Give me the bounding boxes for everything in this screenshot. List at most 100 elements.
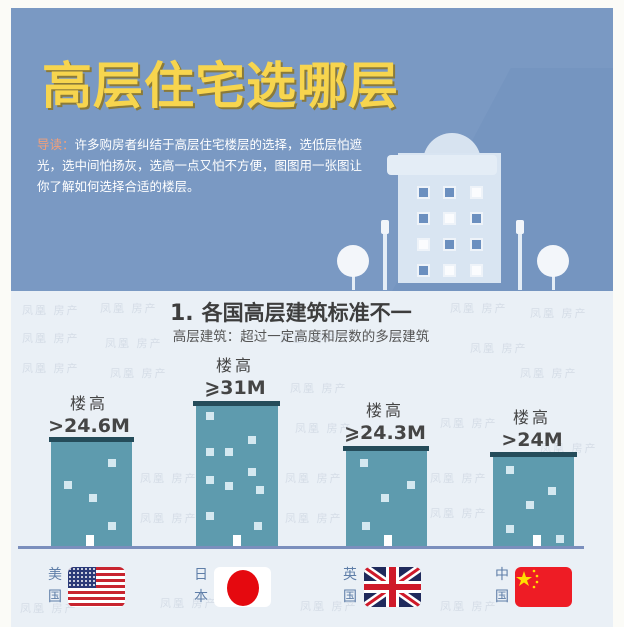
lamp-head-icon [516, 220, 524, 234]
intro-text: 许多购房者纠结于高层住宅楼层的选择，选低层怕遮光，选中间怕扬灰，选高一点又怕不方… [37, 137, 363, 194]
watermark: 凤凰 房产 [450, 302, 508, 315]
height-label: 楼高 [365, 401, 404, 420]
watermark: 凤凰 房产 [430, 507, 488, 520]
window-icon [506, 525, 514, 533]
watermark: 凤凰 房产 [540, 442, 598, 455]
uk-tower-cap [343, 446, 429, 451]
country-char: 本 [194, 589, 208, 605]
watermark: 凤凰 房产 [20, 602, 78, 615]
door-icon [233, 535, 241, 546]
country-char: 国 [495, 589, 509, 605]
window-icon [417, 238, 430, 251]
window-icon [89, 494, 97, 502]
china-tower [493, 457, 574, 546]
uk-flag-svg [364, 567, 421, 607]
window-icon [256, 486, 264, 494]
country-char: 国 [343, 589, 357, 605]
watermark: 凤凰 房产 [105, 337, 163, 350]
door-icon [533, 535, 541, 546]
height-value: >24.6M [48, 415, 130, 437]
watermark: 凤凰 房产 [285, 472, 343, 485]
japan-tower-cap [193, 401, 280, 406]
watermark: 凤凰 房产 [300, 600, 358, 613]
height-value: ⩾31M [204, 377, 266, 399]
tree-icon [337, 245, 369, 277]
china-tower-cap [490, 452, 577, 457]
watermark: 凤凰 房产 [530, 307, 588, 320]
window-icon [443, 212, 456, 225]
window-icon [225, 448, 233, 456]
height-value: >24M [501, 429, 563, 451]
window-icon [443, 238, 456, 251]
window-icon [417, 212, 430, 225]
country-name-japan: 日 本 [194, 564, 210, 608]
watermark: 凤凰 房产 [285, 512, 343, 525]
window-icon [443, 186, 456, 199]
watermark: 凤凰 房产 [520, 367, 578, 380]
country-name-uk: 英 国 [343, 564, 359, 608]
usa-tower-cap [49, 437, 134, 442]
watermark: 凤凰 房产 [295, 422, 353, 435]
window-icon [206, 512, 214, 520]
country-char: 英 [343, 567, 357, 583]
window-icon [206, 412, 214, 420]
watermark: 凤凰 房产 [140, 472, 198, 485]
country-name-usa: 美 国 [48, 564, 64, 608]
window-icon [556, 535, 564, 543]
window-icon [254, 522, 262, 530]
window-icon [362, 522, 370, 530]
watermark: 凤凰 房产 [140, 512, 198, 525]
ground-line [18, 546, 584, 549]
tree-icon [537, 245, 569, 277]
window-icon [470, 238, 483, 251]
window-icon [108, 459, 116, 467]
country-char: 日 [194, 567, 208, 583]
section-title: 各国高层建筑标准不一 [201, 301, 412, 325]
intro-lead: 导读： [37, 137, 75, 152]
usa-height-label: 楼高 >24.6M [44, 393, 134, 437]
watermark: 凤凰 房产 [100, 302, 158, 315]
usa-flag-canton [68, 567, 96, 588]
window-icon [506, 466, 514, 474]
watermark: 凤凰 房产 [280, 332, 338, 345]
uk-height-label: 楼高 ⩾24.3M [340, 400, 430, 444]
watermark: 凤凰 房产 [470, 342, 528, 355]
watermark: 凤凰 房产 [110, 367, 168, 380]
country-char: 中 [495, 567, 509, 583]
country-char: 国 [48, 589, 62, 605]
window-icon [417, 186, 430, 199]
door-icon [384, 535, 392, 546]
door-icon [86, 535, 94, 546]
window-icon [470, 264, 483, 277]
section-number: 1. [170, 301, 194, 326]
street-lamp-icon [383, 230, 387, 290]
window-icon [108, 522, 116, 530]
watermark: 凤凰 房产 [430, 472, 488, 485]
lamp-head-icon [381, 220, 389, 234]
usa-flag-icon [68, 567, 125, 607]
japan-flag-disc [227, 570, 259, 606]
window-icon [64, 481, 72, 489]
country-char: 美 [48, 567, 62, 583]
header-banner [11, 8, 613, 291]
china-flag-stars [516, 569, 539, 589]
watermark: 凤凰 房产 [440, 417, 498, 430]
window-icon [225, 482, 233, 490]
window-icon [381, 494, 389, 502]
china-height-label: 楼高 >24M [487, 407, 577, 451]
uk-flag-icon [364, 567, 421, 607]
japan-height-label: 楼高 ⩾31M [190, 355, 280, 399]
watermark: 凤凰 房产 [22, 362, 80, 375]
tree-trunk [552, 270, 555, 290]
section-subtitle: 高层建筑：超过一定高度和层数的多层建筑 [172, 329, 430, 345]
height-value: ⩾24.3M [344, 422, 426, 444]
watermark: 凤凰 房产 [160, 597, 218, 610]
china-flag-icon [515, 567, 572, 607]
window-icon [526, 501, 534, 509]
height-label: 楼高 [215, 356, 254, 375]
uk-tower [346, 451, 427, 546]
window-icon [248, 436, 256, 444]
street-lamp-icon [518, 230, 522, 290]
window-icon [206, 448, 214, 456]
watermark: 凤凰 房产 [440, 600, 498, 613]
